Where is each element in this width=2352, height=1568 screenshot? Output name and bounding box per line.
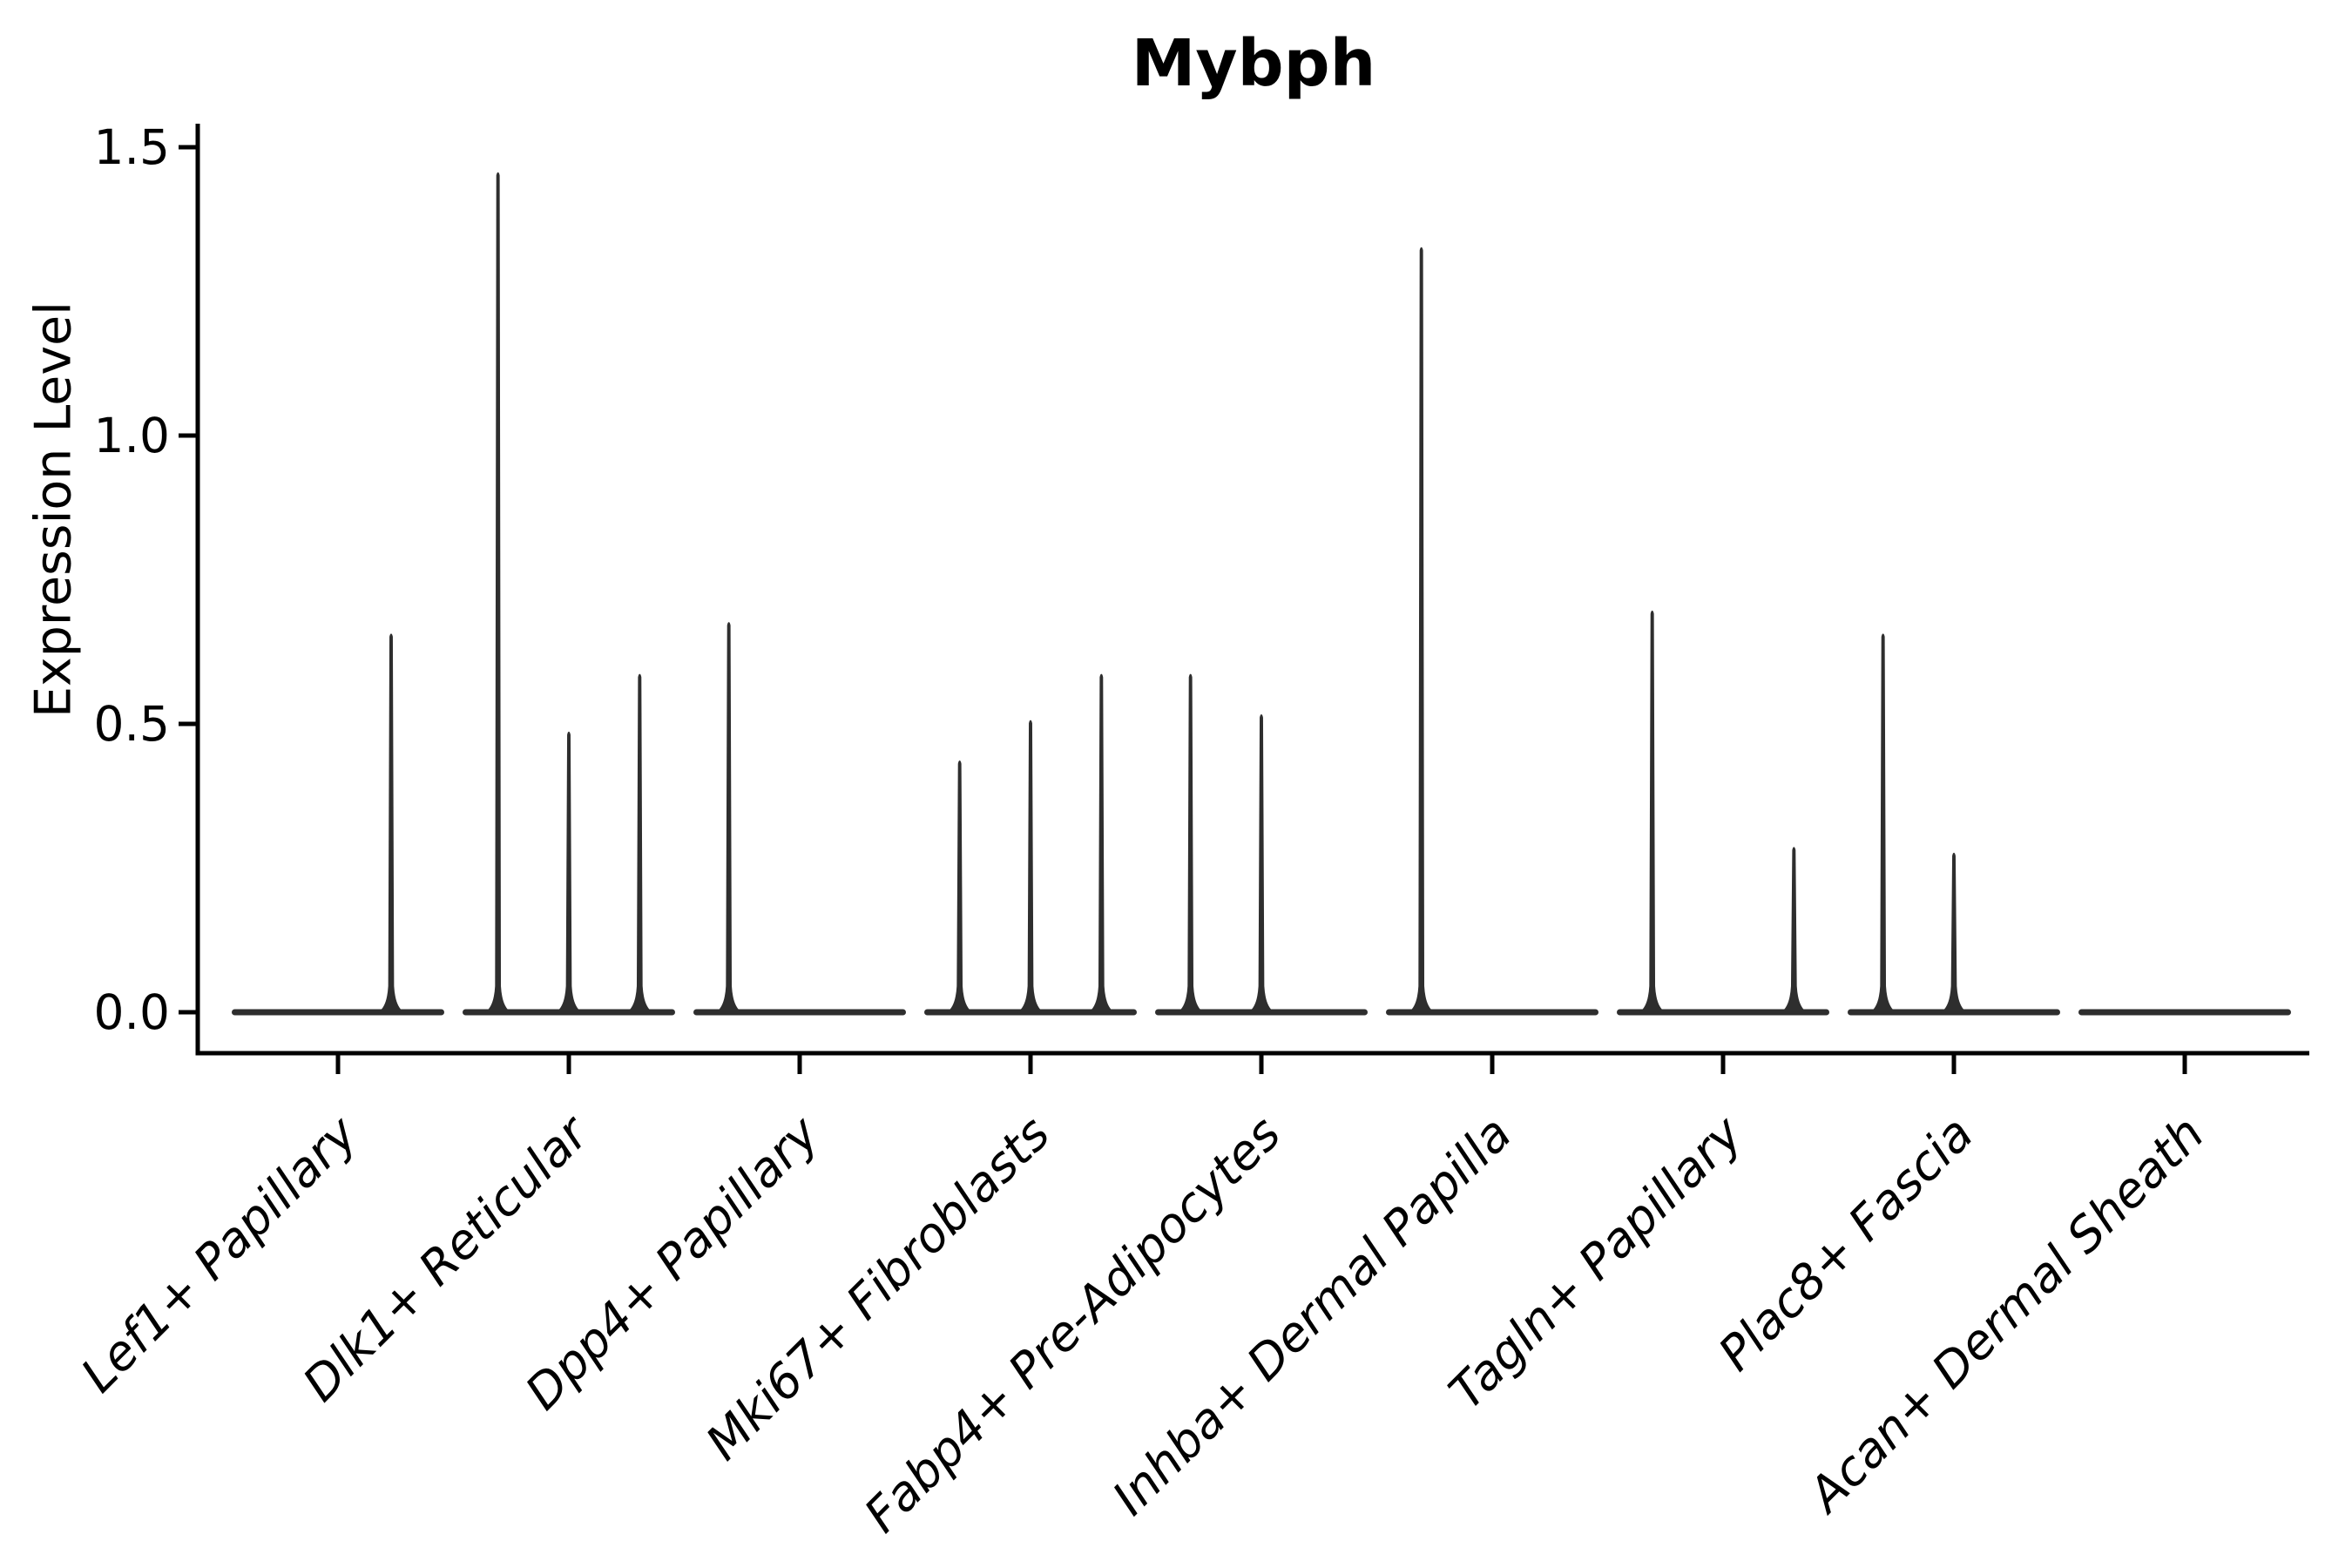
violin-baseline [1386, 1009, 1598, 1016]
violin-spike [378, 633, 404, 1013]
y-tick-label: 1.0 [94, 408, 170, 463]
violin-baseline [2078, 1009, 2291, 1016]
violin-spike [946, 760, 973, 1013]
violin-spike [1177, 673, 1204, 1013]
violin-spike [1869, 633, 1896, 1013]
violin-spike [484, 172, 511, 1013]
violin-spike [715, 622, 742, 1013]
axis-spines [195, 124, 2309, 1056]
violin-spike [1781, 847, 1808, 1013]
x-tick-label: Inhba+ Dermal Papilla [1102, 1105, 1522, 1525]
violin-spike [1639, 610, 1666, 1013]
x-tick-label: Fabp4+ Pre-Adipocytes [854, 1105, 1291, 1543]
violin-spike [556, 731, 582, 1013]
y-tick-label: 0.0 [94, 984, 170, 1040]
violin-spike [1088, 673, 1115, 1013]
violin-baseline [693, 1009, 906, 1016]
violin-baseline [232, 1009, 444, 1016]
violin-spike [1248, 714, 1274, 1013]
y-tick-label: 0.5 [94, 696, 170, 752]
chart-title: Mybph [1131, 26, 1376, 101]
violin-spike [626, 673, 653, 1013]
x-tick-label: Acan+ Dermal Sheath [1796, 1105, 2215, 1524]
y-tick-label: 1.5 [94, 119, 170, 175]
violin-baseline [1617, 1009, 1829, 1016]
violin-spike [1408, 247, 1435, 1013]
violin-spike [1941, 852, 1967, 1013]
violin-spike [1017, 720, 1044, 1013]
